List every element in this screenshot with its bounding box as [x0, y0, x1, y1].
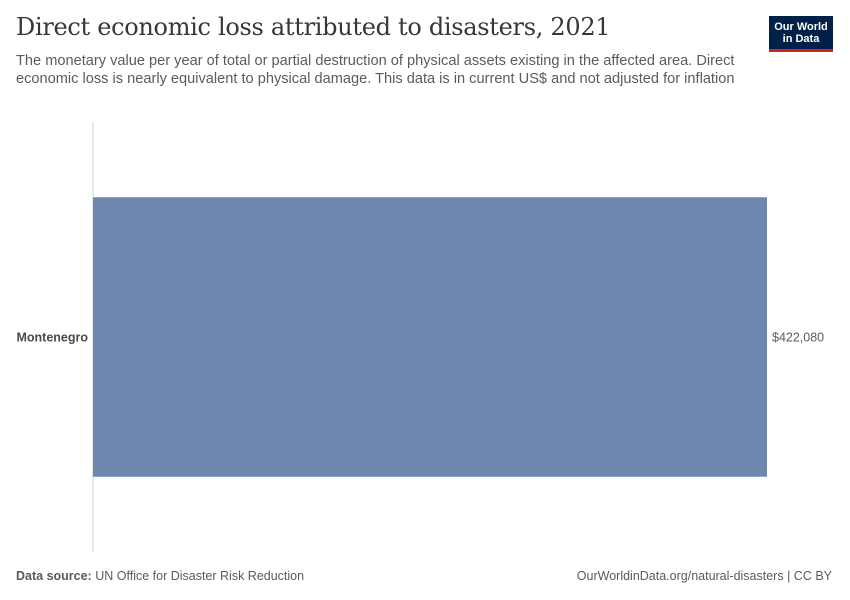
data-source-text: UN Office for Disaster Risk Reduction [95, 569, 305, 583]
bar-montenegro[interactable] [93, 197, 767, 477]
owid-logo[interactable]: Our World in Data [769, 16, 833, 52]
source-link[interactable]: OurWorldinData.org/natural-disasters | C… [576, 569, 832, 583]
logo-line-1: Our World [774, 20, 828, 33]
data-source: Data source: UN Office for Disaster Risk… [16, 569, 304, 583]
chart-title: Direct economic loss attributed to disas… [16, 13, 611, 41]
chart-subtitle: The monetary value per year of total or … [16, 53, 735, 87]
category-label: Montenegro [16, 331, 88, 345]
data-source-label: Data source: [16, 569, 92, 583]
logo-line-2: in Data [782, 32, 820, 45]
value-label: $422,080 [772, 331, 824, 345]
